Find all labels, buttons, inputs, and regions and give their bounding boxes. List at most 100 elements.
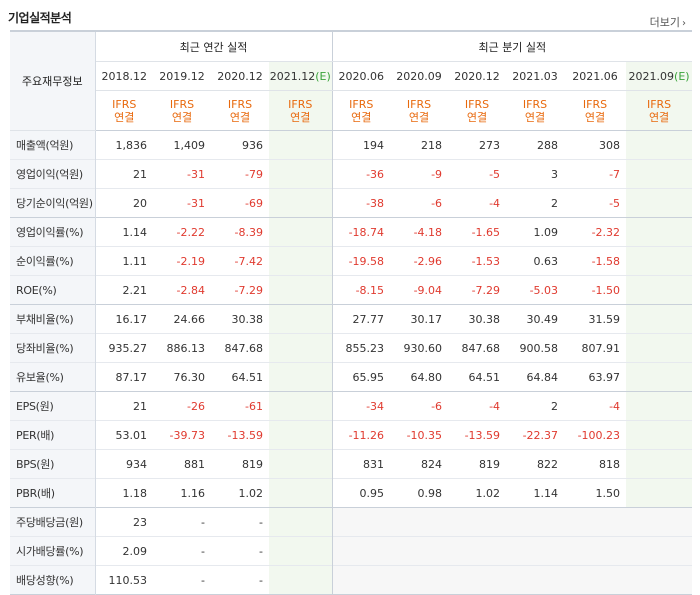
row-label[interactable]: 영업이익률(%) <box>10 217 96 247</box>
table-row: 매출액(억원) 1,836 1,409 936 194 218 273 288 308 <box>10 130 693 160</box>
value-cell <box>269 536 333 566</box>
value-cell: 64.84 <box>506 362 565 392</box>
value-cell <box>269 304 333 334</box>
value-cell: -36 <box>331 159 391 189</box>
value-cell <box>269 449 333 479</box>
row-label[interactable]: 부채비율(%) <box>10 304 96 334</box>
period-header-quarter: 2020.12 <box>448 61 507 91</box>
row-label[interactable]: 유보율(%) <box>10 362 96 392</box>
period-header-quarter: 2021.03 <box>506 61 565 91</box>
value-cell: -18.74 <box>331 217 391 247</box>
accounting-basis[interactable]: IFRS 연결 <box>169 97 195 124</box>
table-row: PER(배) 53.01 -39.73 -13.59 -11.26 -10.35 -13.5… <box>10 420 693 450</box>
row-label[interactable]: ROE(%) <box>10 275 96 305</box>
accounting-basis[interactable]: IFRS 연결 <box>331 90 391 131</box>
value-cell: 64.51 <box>448 362 507 392</box>
row-label[interactable]: PER(배) <box>10 420 96 450</box>
value-cell: 847.68 <box>448 333 507 363</box>
accounting-basis[interactable]: IFRS 연결 <box>112 97 137 124</box>
more-label: 더보기 <box>649 16 680 29</box>
row-label[interactable]: 당좌비율(%) <box>10 333 96 363</box>
row-label[interactable]: 당기순이익(억원) <box>10 188 96 218</box>
value-cell: 847.68 <box>211 333 269 363</box>
value-cell <box>269 362 333 392</box>
value-cell: -5 <box>448 159 507 189</box>
table-row: BPS(원) 934 881 819 831 824 819 822 818 <box>10 449 693 479</box>
value-cell <box>626 478 693 508</box>
value-cell: 1.50 <box>564 478 627 508</box>
value-cell <box>626 333 693 363</box>
value-cell: 30.38 <box>448 304 507 334</box>
empty-cell <box>506 565 565 595</box>
chevron-right-icon: › <box>682 18 686 29</box>
value-cell: 0.98 <box>390 478 449 508</box>
row-label[interactable]: PBR(배) <box>10 478 96 508</box>
section-header: 기업실적분석 더보기 › <box>0 0 700 30</box>
value-cell: -31 <box>153 159 211 189</box>
table-row: EPS(원) 21 -26 -61 -34 -6 -4 2 -4 <box>10 391 693 421</box>
accounting-basis[interactable]: IFRS 연결 <box>582 97 608 124</box>
value-cell: -1.53 <box>448 246 507 276</box>
value-cell: 308 <box>564 130 627 160</box>
value-cell: -34 <box>331 391 391 421</box>
value-cell: 65.95 <box>331 362 391 392</box>
value-cell <box>269 478 333 508</box>
table-row: 배당성향(%) 110.53- - <box>10 565 693 595</box>
value-cell: 3 <box>506 159 565 189</box>
accounting-basis[interactable]: IFRS 연결 <box>269 90 333 131</box>
accounting-basis[interactable]: IFRS 연결 <box>406 97 432 124</box>
estimate-mark: (E) <box>674 69 690 83</box>
row-label[interactable]: 영업이익(억원) <box>10 159 96 189</box>
value-cell: -61 <box>211 391 269 421</box>
value-cell <box>269 159 333 189</box>
value-cell: 0.63 <box>506 246 565 276</box>
accounting-basis[interactable]: IFRS 연결 <box>522 97 548 124</box>
value-cell: -13.59 <box>211 420 269 450</box>
row-label[interactable]: 순이익률(%) <box>10 246 96 276</box>
value-cell: -26 <box>153 391 211 421</box>
empty-cell <box>448 507 507 537</box>
value-cell: -7 <box>564 159 627 189</box>
value-cell: -100.23 <box>564 420 627 450</box>
row-label[interactable]: BPS(원) <box>10 449 96 479</box>
period-header-quarter: 2021.09(E) <box>626 61 693 91</box>
accounting-basis[interactable]: IFRS 연결 <box>626 90 693 131</box>
value-cell: -1.58 <box>564 246 627 276</box>
value-cell: 2 <box>506 188 565 218</box>
value-cell: 16.17 <box>95 304 153 334</box>
value-cell: -4 <box>564 391 627 421</box>
value-cell: -2.96 <box>390 246 449 276</box>
period-header-quarter: 2020.06 <box>331 61 391 91</box>
value-cell: -11.26 <box>331 420 391 450</box>
value-cell: 1.11 <box>95 246 153 276</box>
value-cell: 288 <box>506 130 565 160</box>
estimate-mark: (E) <box>315 69 331 83</box>
row-label[interactable]: 배당성향(%) <box>10 565 96 595</box>
period-header-annual: 2018.12 <box>95 61 153 91</box>
value-cell: 819 <box>211 449 269 479</box>
value-cell: -2.84 <box>153 275 211 305</box>
empty-cell <box>506 507 565 537</box>
row-label[interactable]: 주당배당금(원) <box>10 507 96 537</box>
empty-cell <box>506 536 565 566</box>
more-link[interactable]: 더보기 › <box>650 14 686 30</box>
value-cell: 934 <box>95 449 153 479</box>
value-cell: 21 <box>95 391 153 421</box>
accounting-basis[interactable]: IFRS 연결 <box>464 97 490 124</box>
value-cell <box>626 246 693 276</box>
empty-cell <box>331 507 391 537</box>
value-cell: 53.01 <box>95 420 153 450</box>
value-cell: 886.13 <box>153 333 211 363</box>
value-cell <box>269 420 333 450</box>
section-title: 기업실적분석 <box>8 11 72 25</box>
value-cell: 0.95 <box>331 478 391 508</box>
value-cell: -38 <box>331 188 391 218</box>
empty-cell <box>448 565 507 595</box>
accounting-basis[interactable]: IFRS 연결 <box>227 97 253 124</box>
row-label[interactable]: 매출액(억원) <box>10 130 96 160</box>
empty-cell <box>564 565 627 595</box>
row-label[interactable]: 시가배당률(%) <box>10 536 96 566</box>
row-label[interactable]: EPS(원) <box>10 391 96 421</box>
value-cell: - <box>153 536 211 566</box>
value-cell: -69 <box>211 188 269 218</box>
